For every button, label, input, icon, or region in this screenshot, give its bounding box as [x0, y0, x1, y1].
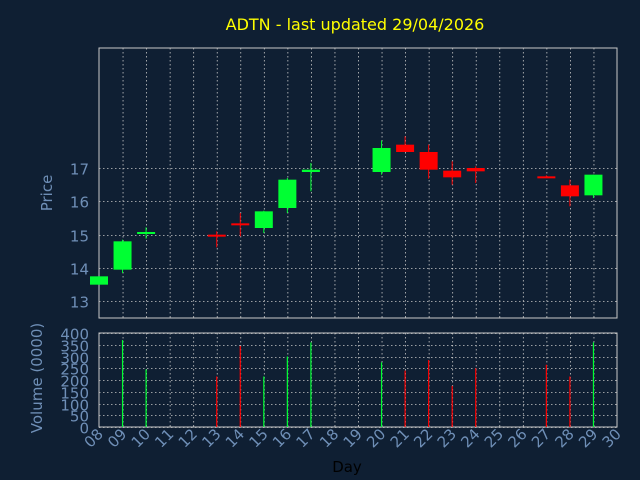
x-tick-label: 11 [151, 425, 177, 451]
volume-tick-label: 250 [60, 361, 89, 379]
x-tick-label: 26 [504, 425, 530, 451]
candle-body [372, 148, 391, 172]
volume-plot-frame [98, 332, 618, 428]
volume-tick-label: 400 [60, 326, 89, 344]
x-tick-label: 29 [575, 425, 601, 451]
candle-body [207, 234, 226, 237]
candle-body [137, 232, 156, 234]
price-tick-label: 17 [70, 161, 89, 179]
x-tick-label: 27 [528, 425, 554, 451]
candle-body [278, 179, 297, 208]
price-tick-label: 14 [70, 261, 89, 279]
candle-body [466, 168, 485, 172]
volume-tick-label: 350 [60, 338, 89, 356]
price-tick-label: 16 [70, 194, 89, 212]
volume-tick-label: 50 [70, 408, 89, 426]
x-tick-label: 13 [198, 425, 224, 451]
price-axis-label: Price [38, 175, 56, 212]
candle-body [419, 152, 438, 170]
x-tick-label: 09 [104, 425, 130, 451]
price-tick-label: 15 [70, 228, 89, 246]
candle-body [560, 185, 579, 197]
chart-title: ADTN - last updated 29/04/2026 [226, 15, 485, 34]
volume-panel: 0501001502002503003504000809101112131415… [60, 326, 624, 452]
x-tick-label: 25 [481, 425, 507, 451]
x-tick-label: 19 [340, 425, 366, 451]
x-tick-label: 24 [457, 425, 483, 451]
x-tick-label: 30 [599, 425, 625, 451]
price-plot-frame [98, 47, 618, 319]
volume-tick-label: 150 [60, 385, 89, 403]
x-tick-label: 10 [128, 425, 154, 451]
x-tick-label: 14 [222, 425, 248, 451]
x-tick-label: 22 [410, 425, 436, 451]
x-tick-label: 12 [175, 425, 201, 451]
volume-tick-label: 0 [79, 420, 89, 438]
candle-body [254, 211, 273, 228]
x-tick-label: 16 [269, 425, 295, 451]
volume-tick-label: 200 [60, 373, 89, 391]
candle-body [90, 276, 108, 285]
price-tick-label: 13 [70, 294, 89, 312]
candle-body [396, 144, 415, 152]
x-tick-label: 28 [552, 425, 578, 451]
candle-body [443, 170, 462, 178]
volume-axis-label: Volume (0000) [28, 323, 46, 433]
x-tick-label: 23 [434, 425, 460, 451]
candle-body [231, 223, 250, 226]
volume-tick-label: 100 [60, 397, 89, 415]
price-panel: 13 14 15 16 17 [70, 47, 618, 319]
x-tick-label: 18 [316, 425, 342, 451]
x-tick-label: 21 [387, 425, 413, 451]
x-tick-label: 15 [245, 425, 271, 451]
x-tick-label: 17 [293, 425, 319, 451]
volume-tick-label: 300 [60, 350, 89, 368]
x-tick-label: 20 [363, 425, 389, 451]
candle-body [584, 174, 603, 196]
candle-body [301, 169, 320, 172]
candle-body [537, 176, 556, 179]
candle-body [113, 241, 132, 270]
x-axis-label: Day [332, 458, 362, 476]
